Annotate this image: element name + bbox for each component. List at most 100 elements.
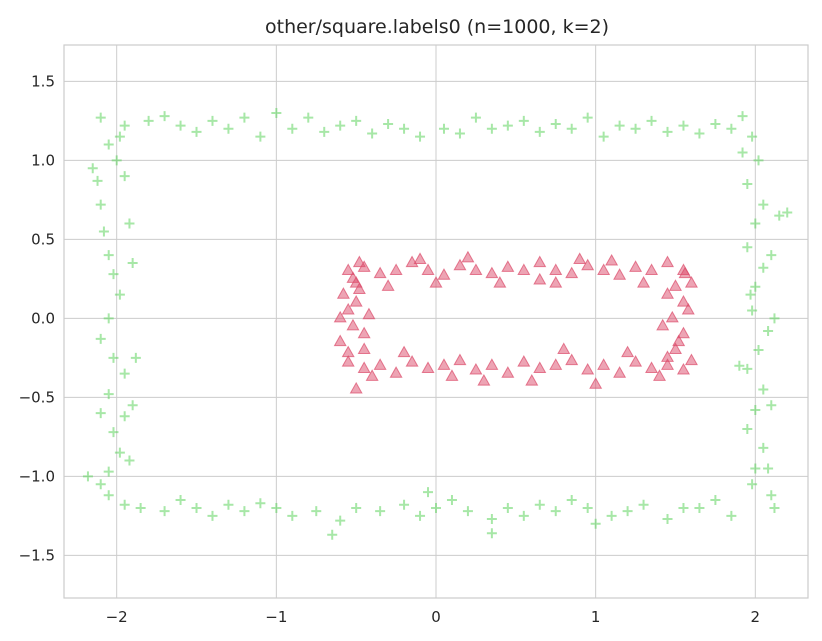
- triangle-point: [557, 342, 571, 355]
- plus-point: [766, 250, 777, 261]
- plus-point: [103, 490, 114, 501]
- triangle-point: [668, 342, 682, 355]
- triangle-point: [381, 279, 395, 291]
- triangle-point: [405, 355, 419, 367]
- plus-point: [486, 528, 497, 539]
- plus-point: [622, 506, 633, 517]
- plus-point: [108, 269, 119, 280]
- plus-point: [470, 112, 481, 123]
- chart-title: other/square.labels0 (n=1000, k=2): [265, 16, 609, 38]
- plus-point: [747, 305, 758, 316]
- triangle-point: [597, 263, 611, 276]
- triangle-point: [469, 362, 483, 375]
- plus-point: [415, 510, 426, 521]
- triangle-point: [629, 355, 643, 367]
- plus-point: [742, 423, 753, 434]
- plus-point: [423, 487, 434, 498]
- triangle-point: [461, 250, 475, 263]
- plus-point: [454, 128, 465, 139]
- triangle-point: [549, 358, 563, 370]
- plus-point: [462, 506, 473, 517]
- triangle-point: [678, 266, 692, 279]
- triangle-point: [656, 318, 670, 331]
- plus-point: [335, 515, 346, 526]
- y-tick-label: 1.5: [31, 72, 55, 90]
- plus-point: [415, 131, 426, 142]
- y-tick-label: −1.5: [19, 546, 55, 564]
- triangle-point: [549, 276, 563, 288]
- plus-point: [108, 427, 119, 438]
- triangle-point: [397, 345, 411, 358]
- triangle-point: [453, 258, 467, 271]
- triangle-point: [429, 276, 443, 288]
- plus-point: [255, 498, 266, 509]
- triangle-point: [453, 353, 467, 366]
- plus-point: [159, 506, 170, 517]
- plus-point: [590, 518, 601, 529]
- triangle-point: [672, 334, 686, 347]
- plus-point: [742, 363, 753, 374]
- y-tick-label: −1.0: [19, 467, 55, 485]
- plus-point: [207, 510, 218, 521]
- plus-point: [223, 499, 234, 510]
- triangle-point: [565, 353, 579, 366]
- plus-point: [486, 123, 497, 134]
- plus-point: [287, 510, 298, 521]
- plus-point: [103, 389, 114, 400]
- triangle-point: [493, 276, 507, 288]
- plus-point: [207, 115, 218, 126]
- plus-point: [750, 404, 761, 415]
- plus-point: [766, 400, 777, 411]
- triangle-point: [341, 345, 355, 358]
- triangle-point: [613, 366, 627, 378]
- plus-point: [750, 218, 761, 229]
- y-tick-label: 0.0: [31, 309, 55, 327]
- plus-point: [758, 262, 769, 273]
- plot-area: [82, 107, 793, 540]
- plus-point: [127, 258, 138, 269]
- plus-point: [95, 479, 106, 490]
- plus-point: [769, 313, 780, 324]
- plus-point: [750, 463, 761, 474]
- plus-point: [191, 126, 202, 137]
- triangle-point: [660, 358, 675, 370]
- plus-point: [119, 411, 130, 422]
- triangle-point: [352, 282, 366, 294]
- plus-point: [103, 466, 114, 477]
- plus-point: [598, 131, 609, 142]
- plus-point: [335, 120, 346, 131]
- triangle-point: [589, 377, 603, 389]
- plus-point: [763, 463, 774, 474]
- triangle-point: [533, 361, 547, 373]
- plus-point: [753, 344, 764, 355]
- plus-point: [774, 210, 785, 221]
- triangle-point: [389, 263, 403, 276]
- triangle-point: [660, 255, 675, 268]
- triangle-point: [469, 263, 483, 276]
- plus-point: [95, 408, 106, 419]
- plus-point: [114, 131, 125, 142]
- plus-point: [747, 479, 758, 490]
- x-tick-label: −1: [265, 608, 287, 626]
- x-tick-label: −2: [106, 608, 128, 626]
- plus-point: [327, 529, 338, 540]
- y-axis: 1.5 1.0 0.5 0.0 −0.5 −1.0 −1.5: [19, 72, 55, 564]
- triangle-point: [352, 255, 366, 268]
- plus-point: [769, 502, 780, 513]
- triangle-point: [684, 353, 698, 366]
- plus-point: [124, 218, 135, 229]
- plus-point: [119, 171, 130, 182]
- y-tick-label: −0.5: [19, 388, 55, 406]
- triangle-point: [581, 258, 595, 271]
- plus-point: [124, 455, 135, 466]
- plus-point: [763, 325, 774, 336]
- triangle-point: [413, 252, 427, 264]
- triangle-point: [346, 271, 360, 283]
- plus-point: [550, 119, 561, 129]
- plus-point: [753, 155, 764, 166]
- plus-point: [191, 502, 202, 513]
- triangle-point: [501, 260, 515, 272]
- plus-point: [502, 502, 513, 513]
- plus-point: [159, 111, 170, 122]
